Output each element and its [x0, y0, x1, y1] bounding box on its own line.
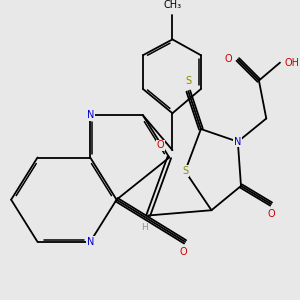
Text: O: O	[267, 209, 275, 219]
Text: H: H	[141, 223, 148, 232]
Text: O: O	[224, 55, 232, 64]
Text: N: N	[86, 110, 94, 120]
Text: S: S	[182, 166, 188, 176]
Text: O: O	[157, 140, 165, 150]
Text: S: S	[185, 76, 191, 86]
Text: N: N	[234, 137, 242, 147]
Text: OH: OH	[284, 58, 299, 68]
Text: O: O	[179, 247, 187, 256]
Text: CH₃: CH₃	[164, 0, 181, 11]
Text: N: N	[86, 237, 94, 247]
